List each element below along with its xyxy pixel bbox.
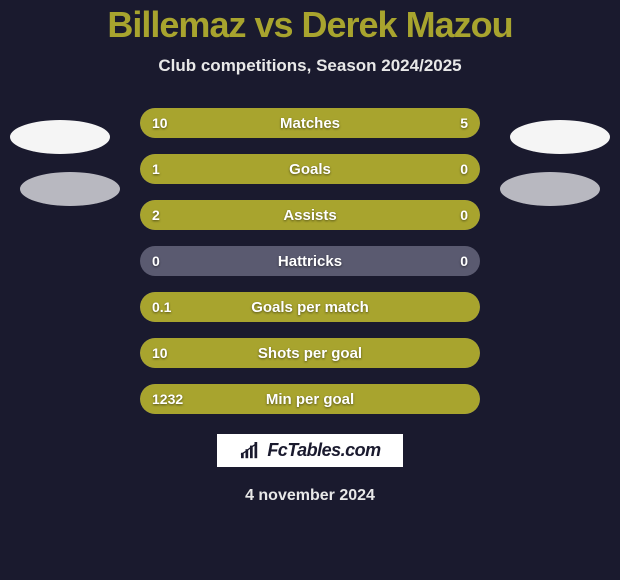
stat-value-right: 0 — [460, 154, 468, 184]
stat-label: Goals — [140, 154, 480, 184]
date-text: 4 november 2024 — [245, 487, 375, 505]
chart-icon — [239, 442, 261, 460]
stat-row: 1Goals0 — [140, 154, 480, 184]
stat-row: 0Hattricks0 — [140, 246, 480, 276]
stat-label: Hattricks — [140, 246, 480, 276]
stat-row: 0.1Goals per match — [140, 292, 480, 322]
source-logo: FcTables.com — [215, 432, 404, 469]
stat-label: Shots per goal — [140, 338, 480, 368]
stat-row: 2Assists0 — [140, 200, 480, 230]
page-subtitle: Club competitions, Season 2024/2025 — [158, 56, 461, 76]
stat-label: Min per goal — [140, 384, 480, 414]
stats-area: 10Matches51Goals02Assists00Hattricks00.1… — [0, 108, 620, 414]
stat-label: Matches — [140, 108, 480, 138]
stat-row: 10Matches5 — [140, 108, 480, 138]
stat-label: Assists — [140, 200, 480, 230]
stat-value-right: 5 — [460, 108, 468, 138]
infographic-container: Billemaz vs Derek Mazou Club competition… — [0, 0, 620, 580]
stat-row: 1232Min per goal — [140, 384, 480, 414]
logo-text: FcTables.com — [267, 440, 380, 461]
stat-value-right: 0 — [460, 200, 468, 230]
page-title: Billemaz vs Derek Mazou — [107, 4, 512, 46]
stat-value-right: 0 — [460, 246, 468, 276]
stat-row: 10Shots per goal — [140, 338, 480, 368]
stat-label: Goals per match — [140, 292, 480, 322]
